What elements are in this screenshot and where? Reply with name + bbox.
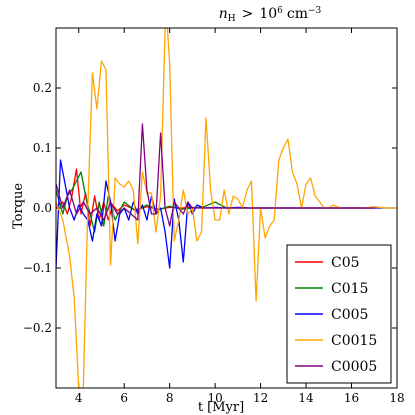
series-line-c0015 [56, 28, 397, 388]
x-tick-label: 6 [120, 391, 128, 405]
chart-title: nH >106 cm−3 [219, 6, 322, 24]
y-axis-label: Torque [11, 183, 26, 229]
x-tick-label: 16 [344, 391, 359, 405]
series-line-c0005 [56, 123, 375, 227]
plot-frame [55, 27, 398, 389]
axis-ticks: 4 6 8 10 12 14 16 18 −0.2 −0.1 0.0 0.1 0.2 [23, 28, 405, 405]
y-tick-label: 0.1 [33, 141, 52, 155]
legend: C05 C015 C005 C0015 C0005 [286, 244, 392, 384]
x-tick-label: 10 [207, 391, 222, 405]
legend-label: C05 [331, 255, 360, 271]
x-tick-label: 4 [75, 391, 83, 405]
y-tick-label: −0.1 [23, 261, 52, 275]
x-axis-label: t [Myr] [198, 400, 244, 415]
legend-label: C0015 [331, 333, 377, 349]
x-tick-label: 8 [166, 391, 174, 405]
legend-label: C005 [331, 307, 368, 323]
y-tick-label: 0.0 [33, 201, 52, 215]
x-tick-label: 12 [253, 391, 268, 405]
y-tick-label: 0.2 [33, 81, 52, 95]
x-tick-label: 18 [389, 391, 404, 405]
series-lines [56, 28, 397, 388]
x-tick-label: 14 [298, 391, 314, 405]
y-tick-label: −0.2 [23, 321, 52, 335]
legend-label: C015 [331, 281, 368, 297]
legend-label: C0005 [331, 359, 377, 375]
